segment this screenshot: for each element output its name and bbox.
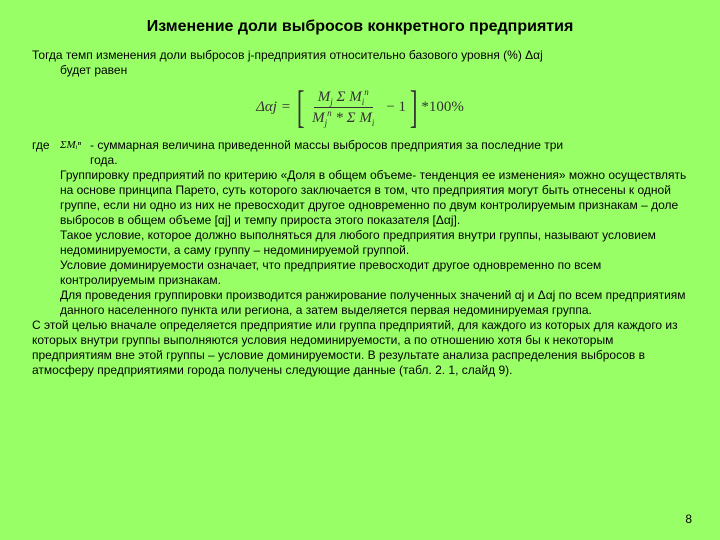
paragraph-1: Группировку предприятий по критерию «Дол… <box>32 168 688 228</box>
formula-lhs: Δαj = <box>256 99 291 116</box>
slide: Изменение доли выбросов конкретного пред… <box>0 0 720 540</box>
formula-block: Δαj = [ Mj Σ Min Mjn * Σ Mi − 1 ] *100% <box>32 84 688 130</box>
intro-line-1: Тогда темп изменения доли выбросов j-пре… <box>32 48 543 62</box>
bracket-right: ] <box>410 84 418 130</box>
paragraph-4: Для проведения группировки производится … <box>32 288 688 318</box>
where-label: где <box>32 138 60 153</box>
slide-title: Изменение доли выбросов конкретного пред… <box>32 18 688 36</box>
where-text-2: года. <box>90 153 118 167</box>
page-number: 8 <box>685 512 692 526</box>
formula-tail: *100% <box>421 99 464 116</box>
where-row: где ΣMᵢⁿ - суммарная величина приведенно… <box>32 138 688 168</box>
where-symbol: ΣMᵢⁿ <box>60 138 90 153</box>
paragraph-3: Условие доминируемости означает, что пре… <box>32 258 688 288</box>
formula-fraction: Mj Σ Min Mjn * Σ Mi <box>308 87 378 128</box>
bracket-left: [ <box>297 84 305 130</box>
formula-minus-one: − 1 <box>386 99 406 116</box>
intro-text: Тогда темп изменения доли выбросов j-пре… <box>32 48 688 78</box>
where-text-1: - суммарная величина приведенной массы в… <box>90 138 563 152</box>
paragraph-2: Такое условие, которое должно выполнятьс… <box>32 228 688 258</box>
paragraph-5: С этой целью вначале определяется предпр… <box>32 318 688 378</box>
intro-line-2: будет равен <box>32 63 127 77</box>
